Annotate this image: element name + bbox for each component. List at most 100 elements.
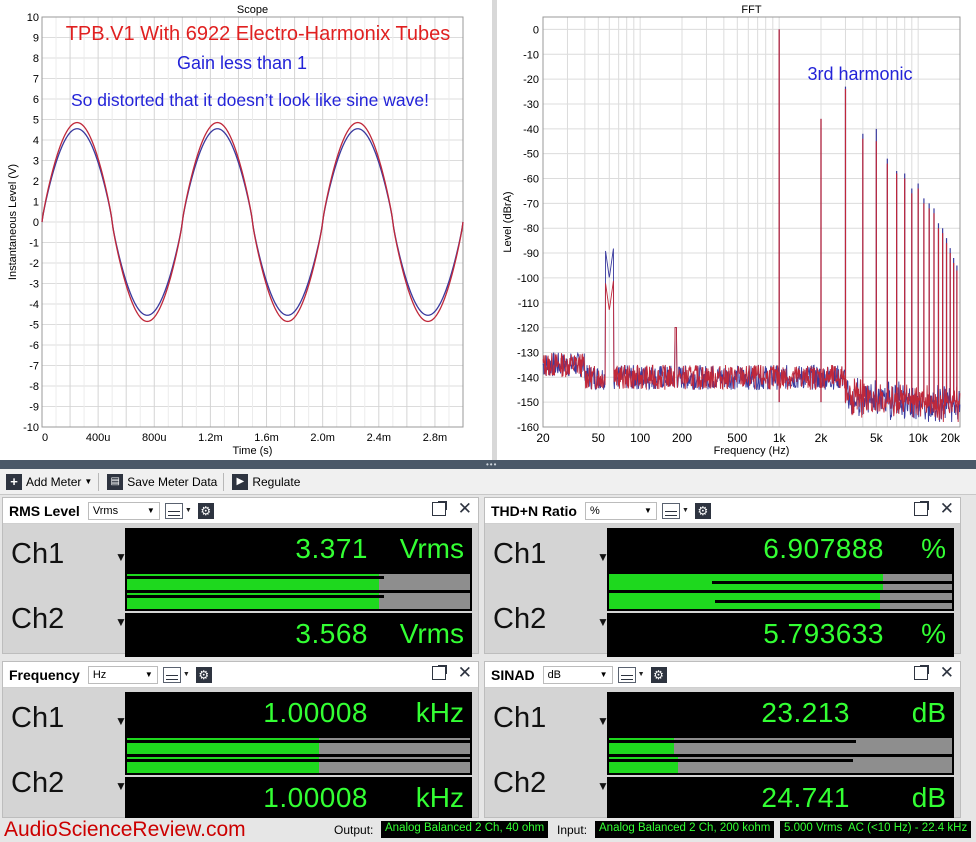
fft-xtick-label: 1k <box>773 431 787 445</box>
save-meter-data-button[interactable]: ▤ Save Meter Data <box>103 471 221 493</box>
scope-title: Scope <box>237 4 268 16</box>
popout-icon[interactable] <box>431 501 447 516</box>
scope-series-ch2 <box>41 121 464 323</box>
meter-channel-row: Ch1 ▼ 3.371 Vrms <box>3 526 478 592</box>
fft-grid <box>542 17 961 428</box>
scope-xtick-label: 0 <box>42 432 48 444</box>
panel-splitter[interactable]: ••• <box>0 460 976 469</box>
popout-icon[interactable] <box>431 665 447 680</box>
chevron-down-icon[interactable]: ▼ <box>115 714 127 728</box>
meter-value: 3.371 <box>295 533 368 564</box>
meter-bar-track <box>127 757 470 773</box>
input-device[interactable]: Analog Balanced 2 Ch, 200 kohm <box>595 821 775 838</box>
gear-icon[interactable]: ⚙ <box>694 502 711 519</box>
meter-channel-row: Ch2 ▼ 3.568 Vrms <box>3 591 478 657</box>
unit-select[interactable]: % ▼ <box>584 501 657 520</box>
scope-ytick-label: -10 <box>23 422 39 434</box>
scope-ytick-label: -6 <box>29 340 39 352</box>
rms-meter: RMS Level Vrms ▼ ▼ ⚙ ✕ Ch1 ▼ 3.371 Vrms <box>2 497 479 657</box>
scope-overlay-distort: So distorted that it doesn’t look like s… <box>71 90 429 110</box>
chevron-down-icon[interactable]: ▼ <box>115 550 127 564</box>
close-icon[interactable]: ✕ <box>939 499 954 518</box>
fft-panel: FFT 0 -10 -20 -30 -40 -50 -60 -70 -80 -90 -100 -110 -… <box>497 0 976 460</box>
channel-label: Ch1 <box>493 702 547 734</box>
meter-unit: % <box>921 618 946 649</box>
close-icon[interactable]: ✕ <box>457 499 472 518</box>
channel-label: Ch1 <box>11 538 65 570</box>
chart-options-icon[interactable] <box>661 502 680 519</box>
output-device[interactable]: Analog Balanced 2 Ch, 40 ohm <box>381 821 549 838</box>
gear-icon[interactable]: ⚙ <box>197 502 214 519</box>
chevron-down-icon: ▼ <box>84 477 93 486</box>
chevron-down-icon[interactable]: ▼ <box>115 779 127 793</box>
popout-icon[interactable] <box>913 665 929 680</box>
unit-select[interactable]: dB ▼ <box>542 665 613 684</box>
meter-bar-track <box>609 738 952 754</box>
input-level[interactable]: 5.000 Vrms <box>780 821 847 838</box>
regulate-label: Regulate <box>252 474 301 489</box>
brand-watermark: AudioScienceReview.com <box>4 818 246 841</box>
meter-value: 23.213 <box>761 697 850 728</box>
scope-overlay-gain: Gain less than 1 <box>177 53 307 73</box>
channel-label: Ch1 <box>493 538 547 570</box>
meter-readout: 6.907888 % <box>607 528 954 572</box>
meter-value: 1.00008 <box>263 697 368 728</box>
meter-bar-track <box>127 574 470 590</box>
plus-icon: + <box>6 473 22 490</box>
thdn-meter: THD+N Ratio % ▼ ▼ ⚙ ✕ Ch1 ▼ 6.907888 % <box>484 497 961 657</box>
scope-ytick-label: 4 <box>33 135 39 147</box>
meter-title: SINAD <box>491 666 535 683</box>
fft-plot-frame <box>542 16 961 428</box>
channel-label: Ch2 <box>11 603 65 635</box>
chevron-down-icon[interactable]: ▼ <box>184 507 192 514</box>
filter-setting[interactable]: AC (<10 Hz) - 22.4 kHz <box>844 821 972 838</box>
meter-readout: 1.00008 kHz <box>125 692 472 736</box>
close-icon[interactable]: ✕ <box>457 663 472 682</box>
chart-options-icon[interactable] <box>162 666 181 683</box>
unit-select[interactable]: Vrms ▼ <box>87 501 160 520</box>
scope-ytick-label: -4 <box>29 299 39 311</box>
chevron-down-icon[interactable]: ▼ <box>681 507 689 514</box>
chevron-down-icon[interactable]: ▼ <box>115 615 127 629</box>
meter-header: THD+N Ratio % ▼ ▼ ⚙ ✕ <box>485 498 960 524</box>
channel-label: Ch2 <box>11 767 65 799</box>
chart-options-icon[interactable] <box>617 666 636 683</box>
meter-readout: 23.213 dB <box>607 692 954 736</box>
fft-xtick-label: 10k <box>908 431 928 445</box>
scope-xtick-label: 2.8m <box>423 432 447 444</box>
scope-xtick-label: 2.0m <box>310 432 334 444</box>
regulate-button[interactable]: ▶ Regulate <box>228 471 304 493</box>
gear-icon[interactable]: ⚙ <box>195 666 212 683</box>
chevron-down-icon[interactable]: ▼ <box>637 671 645 678</box>
chevron-down-icon[interactable]: ▼ <box>597 615 609 629</box>
unit-select[interactable]: Hz ▼ <box>87 665 158 684</box>
close-icon[interactable]: ✕ <box>939 663 954 682</box>
output-label: Output: <box>334 823 374 837</box>
scope-ytick-label: 9 <box>33 33 39 45</box>
meter-value: 3.568 <box>295 618 368 649</box>
gear-icon[interactable]: ⚙ <box>650 666 667 683</box>
meter-readout: 3.371 Vrms <box>125 528 472 572</box>
chevron-down-icon[interactable]: ▼ <box>597 714 609 728</box>
unit-select-value: Hz <box>92 668 107 681</box>
meter-bar <box>607 755 954 775</box>
fft-annotation: 3rd harmonic <box>807 64 912 84</box>
chevron-down-icon[interactable]: ▼ <box>597 779 609 793</box>
meter-toolbar: + Add Meter ▼ ▤ Save Meter Data ▶ Regula… <box>0 469 976 495</box>
fft-ytick-label: -90 <box>523 248 539 260</box>
fft-ytick-label: -40 <box>523 124 539 136</box>
chevron-down-icon[interactable]: ▼ <box>597 550 609 564</box>
scope-xtick-label: 1.6m <box>254 432 278 444</box>
add-meter-button[interactable]: + Add Meter ▼ <box>2 471 96 493</box>
meter-channel-row: Ch2 ▼ 24.741 dB <box>485 755 960 821</box>
meter-unit: kHz <box>415 697 464 728</box>
add-meter-label: Add Meter <box>26 474 82 489</box>
fft-xtick-label: 20 <box>536 431 550 445</box>
chevron-down-icon[interactable]: ▼ <box>182 671 190 678</box>
popout-icon[interactable] <box>913 501 929 516</box>
scope-xtick-label: 2.4m <box>367 432 391 444</box>
meter-bar <box>125 572 472 592</box>
chart-options-icon[interactable] <box>164 502 183 519</box>
chart-divider[interactable] <box>492 0 497 460</box>
